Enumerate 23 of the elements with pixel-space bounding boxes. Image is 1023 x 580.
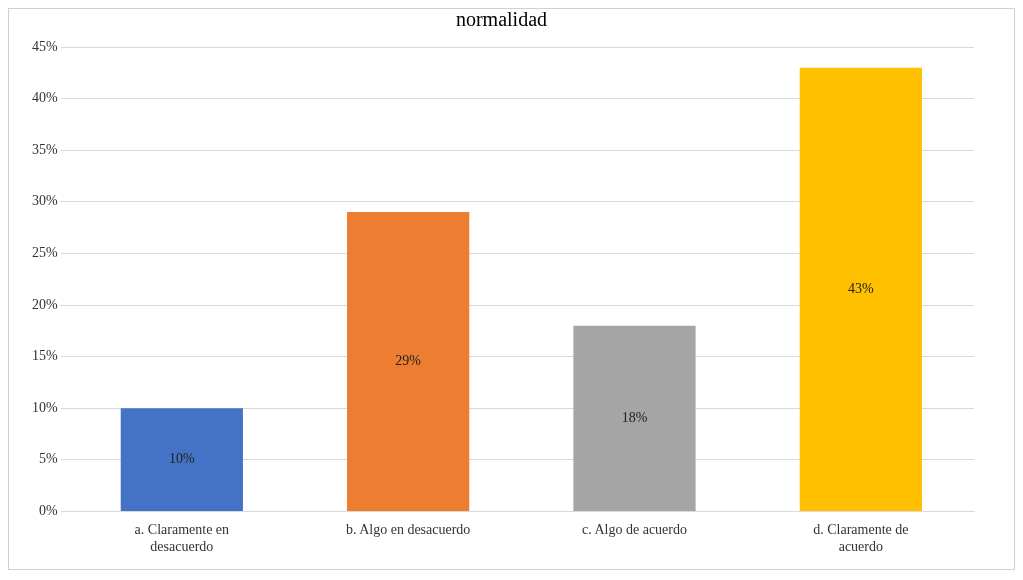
bar (573, 325, 696, 511)
y-tick-label: 45% (31, 38, 58, 54)
y-tick-label: 35% (31, 141, 58, 157)
chart-title: normalidad (455, 8, 548, 31)
bar (120, 408, 243, 511)
data-label: 10% (168, 451, 195, 467)
x-tick-label: d. Claramente de acuerdo (813, 522, 909, 555)
y-tick-label: 25% (31, 245, 58, 261)
bar (799, 67, 922, 511)
bar (347, 212, 470, 511)
y-tick-label: 5% (38, 451, 58, 467)
x-tick-label: c. Algo de acuerdo (582, 522, 687, 538)
y-tick-label: 20% (31, 296, 58, 312)
y-tick-label: 40% (31, 90, 58, 106)
y-tick-label: 30% (31, 193, 58, 209)
y-tick-label: 10% (31, 399, 58, 415)
data-label: 43% (848, 280, 874, 296)
data-label: 29% (395, 353, 422, 369)
x-tick-label: a. Claramente en desacuerdo (134, 522, 230, 555)
x-tick-label: b. Algo en desacuerdo (345, 522, 471, 538)
y-tick-label: 15% (31, 348, 58, 364)
y-tick-label: 0% (38, 503, 58, 519)
data-label: 18% (621, 409, 648, 425)
